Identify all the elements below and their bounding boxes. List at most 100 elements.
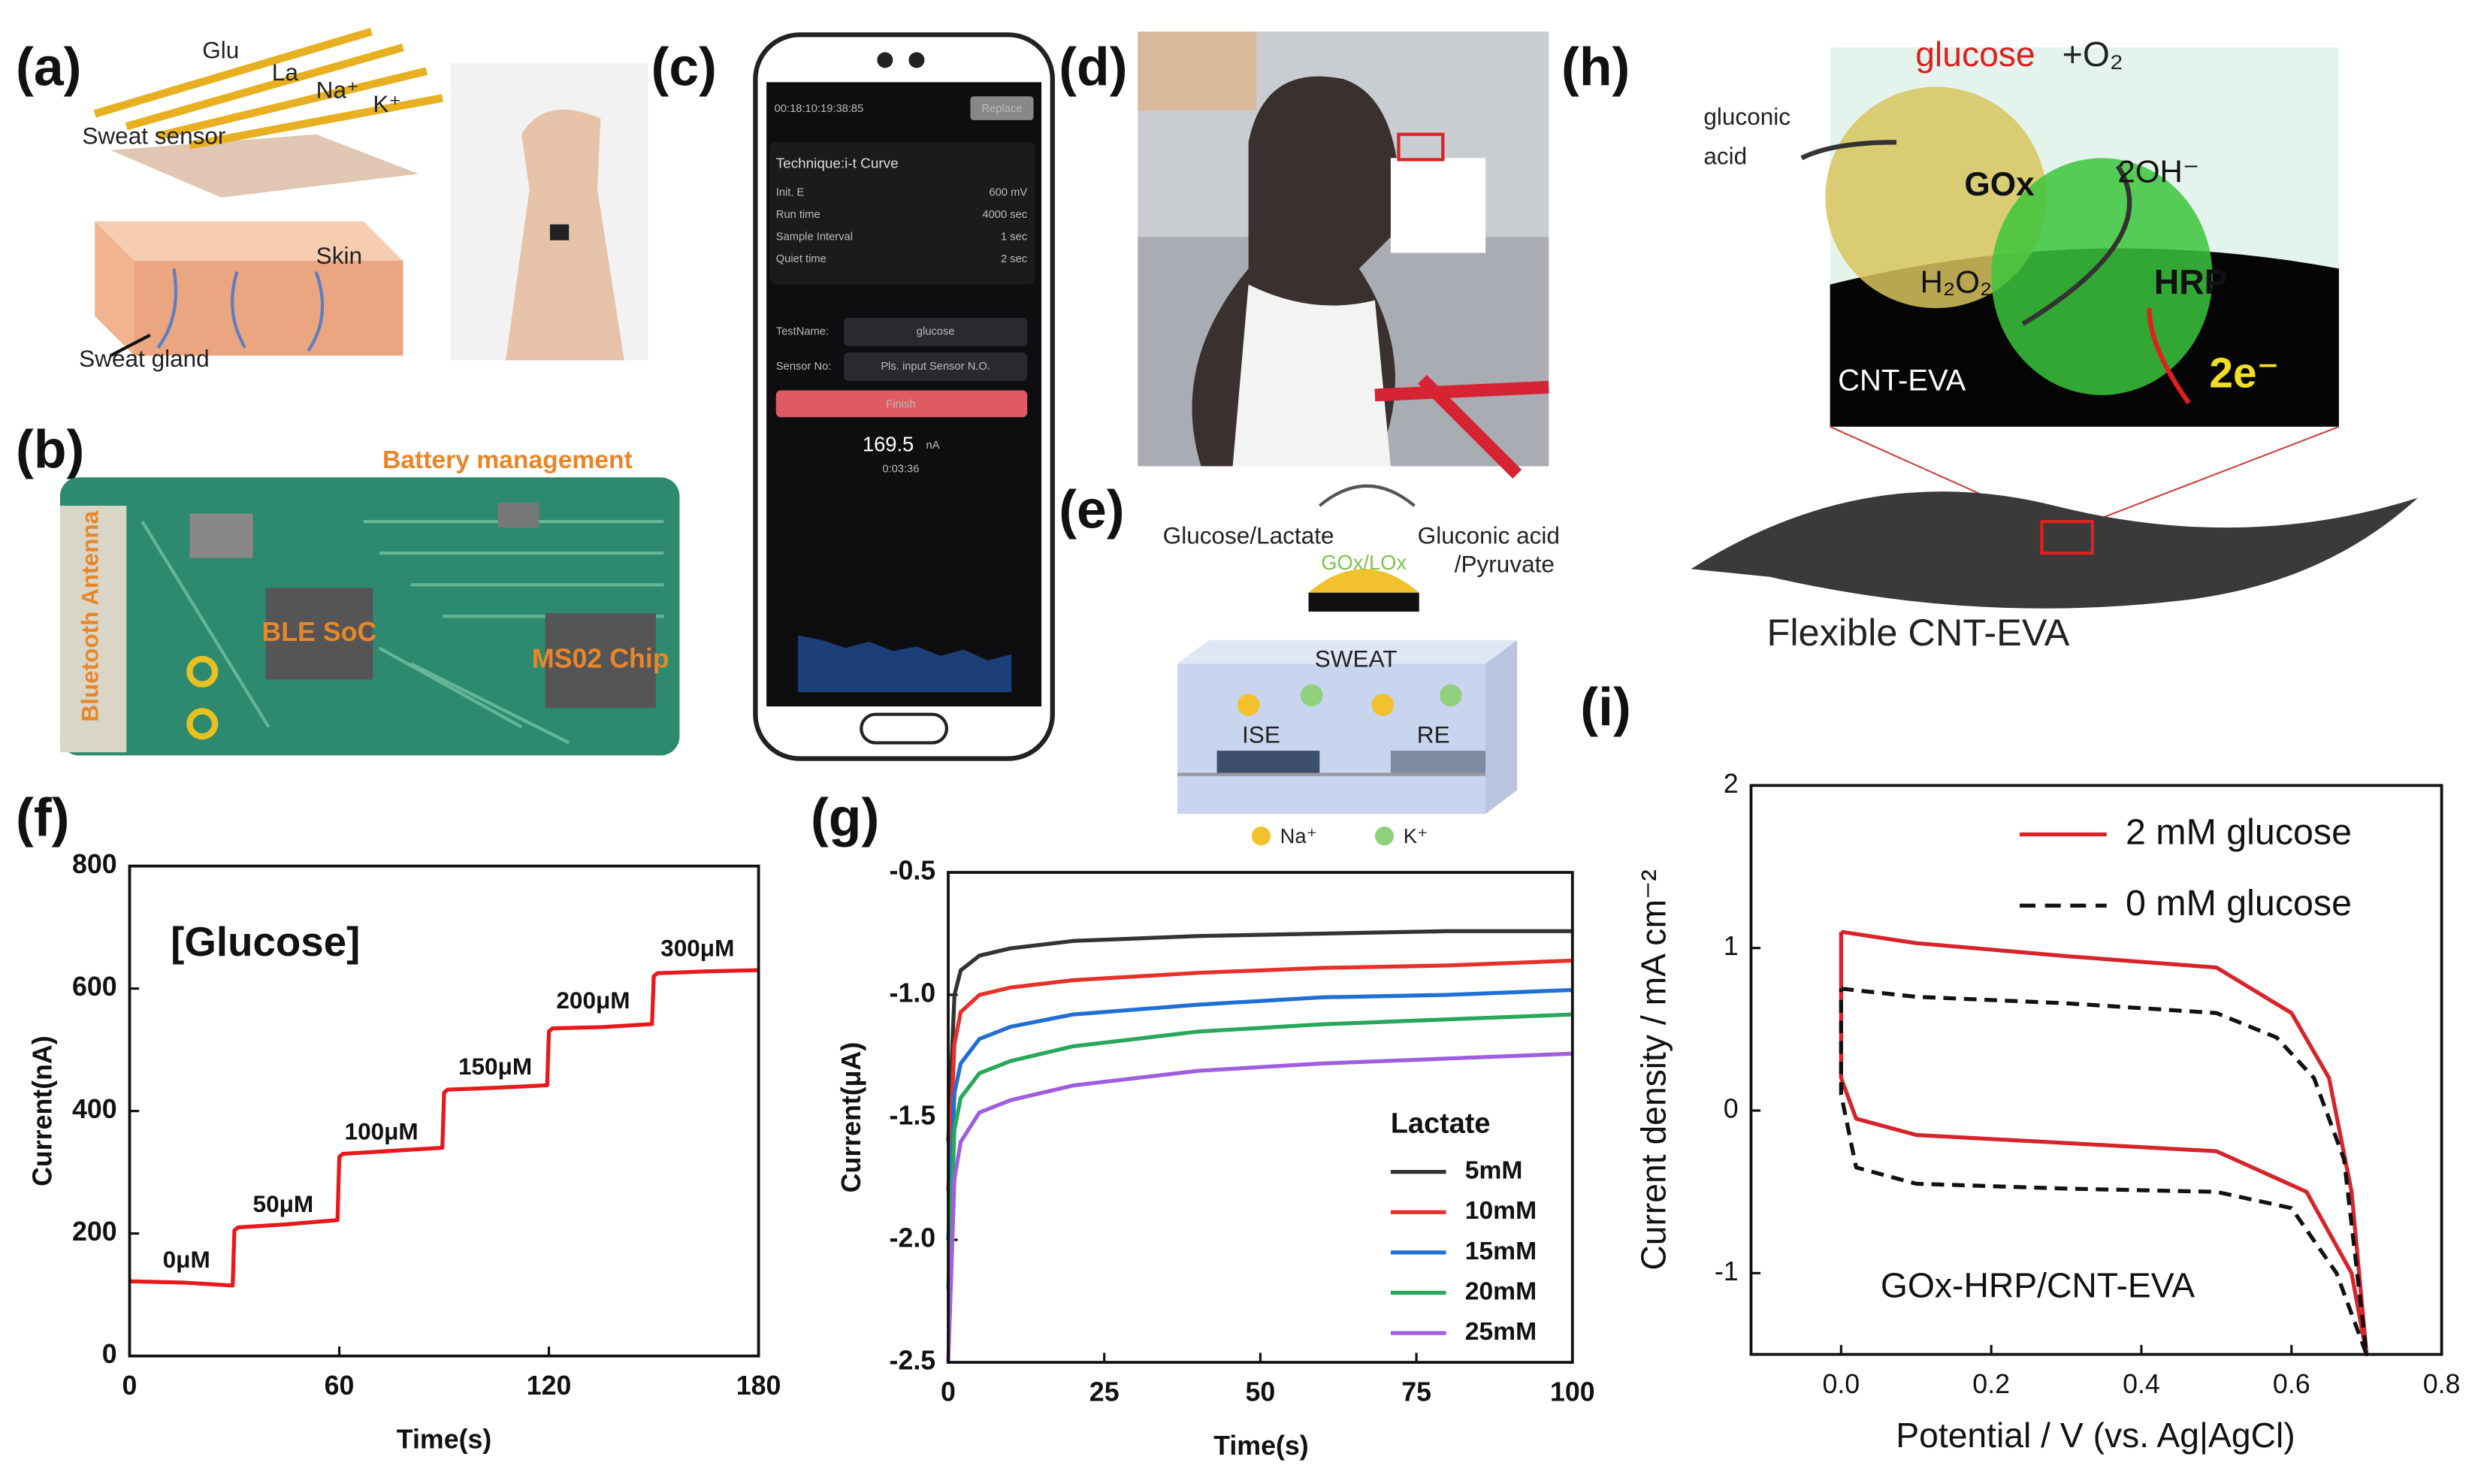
button	[970, 96, 1034, 120]
annotation: 200μM	[556, 987, 630, 1014]
y-tick-label: -1	[1715, 1256, 1739, 1286]
series-line	[946, 1051, 1573, 1363]
input	[844, 317, 1028, 346]
label: Glu	[202, 37, 239, 64]
chip	[545, 613, 656, 709]
label: acid	[1703, 143, 1747, 170]
component	[189, 513, 253, 558]
panel-label: (c)	[651, 38, 717, 98]
screen-text: 169.5	[863, 432, 914, 455]
label: SWEAT	[1315, 645, 1398, 672]
annotation: GOx-HRP/CNT-EVA	[1881, 1265, 2195, 1304]
x-axis-label: Time(s)	[397, 1425, 492, 1455]
panel-label: (h)	[1561, 38, 1630, 98]
label: Flexible CNT-EVA	[1767, 611, 2070, 654]
label: Sweat gland	[79, 345, 210, 372]
box-top	[1177, 639, 1518, 664]
label: La	[272, 59, 299, 86]
legend-label: 15mM	[1465, 1238, 1537, 1265]
x-tick-label: 180	[736, 1371, 781, 1401]
label: CNT-EVA	[1838, 364, 1966, 397]
screen-text: Quiet time	[776, 253, 827, 265]
label: Sweat sensor	[82, 122, 225, 149]
k-ion	[1301, 684, 1323, 707]
series-line	[946, 987, 1573, 1241]
skin-front	[134, 261, 403, 356]
label: K⁺	[373, 90, 401, 117]
ise	[1216, 751, 1320, 773]
gland	[156, 268, 325, 352]
panel-e: Glucose/Lactate Gluconic acid /Pyruvate …	[1163, 484, 1560, 848]
annotation: 300μM	[660, 934, 734, 961]
series-line	[946, 1012, 1573, 1289]
label: glucose	[1915, 35, 2035, 74]
panel-label: (a)	[16, 38, 81, 98]
arrow	[110, 334, 151, 358]
panel-label: (i)	[1580, 677, 1631, 737]
mask	[1390, 158, 1486, 253]
charts: (f)0 60 120 1800200400600800Time(s)Current(…	[16, 677, 2460, 1461]
label: BLE SoC	[261, 617, 376, 647]
box-front	[1177, 663, 1486, 815]
hrp	[1991, 158, 2213, 395]
screen-text: 4000 sec	[982, 209, 1027, 221]
panel-d	[1138, 32, 1549, 479]
device	[549, 224, 570, 240]
camera	[908, 52, 925, 68]
y-tick-label: -2.0	[890, 1223, 936, 1253]
chip	[265, 588, 373, 680]
na-ion	[1237, 694, 1260, 716]
screen-plot	[798, 635, 1012, 693]
skin-top	[95, 221, 403, 261]
panel-c: 00:18:10:19:38:85 Replace Technique:i-t …	[753, 32, 1055, 761]
enzyme	[1308, 569, 1419, 593]
legend-label: 20mM	[1465, 1277, 1537, 1305]
screen-text: Sensor No:	[776, 361, 832, 373]
x-tick-label: 25	[1089, 1377, 1120, 1407]
screen-text: Sample Interval	[776, 231, 853, 243]
y-axis-label: Current(μA)	[836, 1042, 866, 1193]
label: Gluconic acid	[1418, 521, 1560, 549]
x-axis-label: Time(s)	[1213, 1431, 1309, 1461]
panel-label: (g)	[811, 788, 879, 848]
y-tick-label: -2.5	[890, 1345, 936, 1375]
screen-text: 2 sec	[1001, 253, 1027, 265]
panel-a: Glu La Na⁺ K⁺ Sweat sensor Skin Sweat gl…	[79, 28, 648, 372]
screen-text: Replace	[981, 103, 1022, 115]
arrow	[2147, 308, 2191, 405]
annotation: 100μM	[345, 1117, 419, 1144]
panel-label: (f)	[16, 788, 69, 848]
highlight	[2040, 519, 2094, 555]
y-axis-label: Current(nA)	[27, 1035, 57, 1186]
x-tick-label: 0.8	[2423, 1369, 2461, 1399]
plot-frame	[128, 864, 760, 1358]
series-line	[1839, 929, 2369, 1357]
panel-h: glucose +O₂ gluconic acid GOx 2OH⁻ H₂O₂ …	[1691, 35, 2419, 654]
plot-frame	[1749, 784, 2443, 1356]
panel-label: (d)	[1059, 38, 1127, 98]
card	[769, 142, 1035, 285]
screen-text: nA	[926, 440, 940, 452]
chart: (i) 0.0 0.2 0.4 0.6 0.8 -1 0 1 2 Potential / V (vs…	[1580, 677, 2460, 1455]
x-tick-label: 0	[941, 1377, 956, 1407]
button	[775, 390, 1028, 418]
label: Bluetooth Antenna	[76, 510, 103, 721]
zoom-line	[2092, 425, 2340, 523]
electrodes	[93, 28, 443, 150]
arrow	[2021, 165, 2132, 326]
plot-frame	[947, 871, 1574, 1364]
label: K⁺	[1404, 824, 1428, 848]
annotation: [Glucose]	[171, 918, 360, 965]
x-tick-label: 0.6	[2273, 1369, 2310, 1399]
label: Na⁺	[316, 76, 359, 103]
pad	[186, 655, 219, 688]
x-tick-label: 0.4	[2123, 1369, 2160, 1399]
legend-label: 5mM	[1465, 1156, 1523, 1184]
y-tick-label: 400	[72, 1094, 117, 1124]
re	[1390, 751, 1486, 773]
x-tick-label: 75	[1401, 1377, 1431, 1407]
screen-text: 00:18:10:19:38:85	[775, 103, 864, 115]
label: /Pyruvate	[1455, 550, 1555, 577]
component	[497, 502, 539, 528]
film	[110, 134, 419, 198]
